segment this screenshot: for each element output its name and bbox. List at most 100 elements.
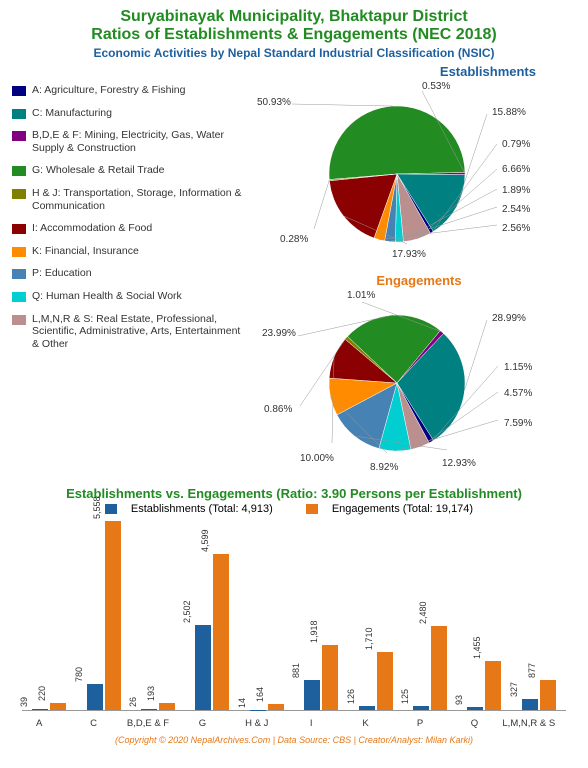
pie-est-title: Establishments bbox=[242, 64, 576, 79]
legend-label: L,M,N,R & S: Real Estate, Professional, … bbox=[32, 313, 242, 351]
bar-group: 327877 bbox=[512, 680, 566, 710]
legend-label: B,D,E & F: Mining, Electricity, Gas, Wat… bbox=[32, 129, 242, 154]
legend-swatch bbox=[12, 131, 26, 141]
pie-label: 0.79% bbox=[502, 139, 530, 150]
pie-label: 23.99% bbox=[262, 328, 296, 339]
pie-label: 8.92% bbox=[370, 462, 398, 473]
bar-value: 39 bbox=[19, 697, 29, 707]
legend-label: C: Manufacturing bbox=[32, 107, 112, 120]
title-line2: Ratios of Establishments & Engagements (… bbox=[12, 26, 576, 44]
legend-label: H & J: Transportation, Storage, Informat… bbox=[32, 187, 242, 212]
bar-group: 7805,558 bbox=[76, 521, 130, 710]
bar-group: 1252,480 bbox=[403, 626, 457, 710]
bar: 193 bbox=[159, 703, 175, 710]
pie-label: 1.15% bbox=[504, 362, 532, 373]
legend-item: I: Accommodation & Food bbox=[12, 222, 242, 235]
bar-value: 327 bbox=[509, 682, 519, 697]
pie-label: 2.54% bbox=[502, 204, 530, 215]
pie-label: 0.28% bbox=[280, 234, 308, 245]
bar-value: 5,558 bbox=[92, 497, 102, 520]
pie-eng: 23.99%1.01%28.99%1.15%4.57%7.59%12.93%8.… bbox=[242, 288, 576, 478]
bar-value: 93 bbox=[454, 695, 464, 705]
bar-value: 881 bbox=[291, 663, 301, 678]
legend-item: Q: Human Health & Social Work bbox=[12, 290, 242, 303]
bar-value: 1,455 bbox=[472, 636, 482, 659]
pie-slice bbox=[329, 106, 465, 180]
legend-label: G: Wholesale & Retail Trade bbox=[32, 164, 164, 177]
bar-xlabel: K bbox=[338, 718, 392, 729]
bar: 4,599 bbox=[213, 554, 229, 710]
legend-item: K: Financial, Insurance bbox=[12, 245, 242, 258]
legend-swatch bbox=[12, 292, 26, 302]
bar: 39 bbox=[32, 709, 48, 710]
bar-group: 39220 bbox=[22, 703, 76, 710]
legend-item: H & J: Transportation, Storage, Informat… bbox=[12, 187, 242, 212]
bar-series1-label: Establishments (Total: 4,913) bbox=[131, 503, 273, 515]
bar-group: 881 1,918 bbox=[294, 645, 348, 710]
pie-eng-title: Engagements bbox=[242, 273, 576, 288]
legend-swatch bbox=[12, 86, 26, 96]
legend-item: G: Wholesale & Retail Trade bbox=[12, 164, 242, 177]
bar-group: 931,455 bbox=[457, 661, 511, 710]
bar-value: 126 bbox=[346, 689, 356, 704]
bar-xlabel: Q bbox=[447, 718, 501, 729]
bar-value: 2,480 bbox=[418, 601, 428, 624]
legend-item: P: Education bbox=[12, 267, 242, 280]
bar: 1,710 bbox=[377, 652, 393, 710]
bar-series2-label: Engagements (Total: 19,174) bbox=[332, 503, 473, 515]
footer: (Copyright © 2020 NepalArchives.Com | Da… bbox=[12, 735, 576, 745]
pie-label: 0.53% bbox=[422, 81, 450, 92]
bar: 1,918 bbox=[322, 645, 338, 710]
bar: 877 bbox=[540, 680, 556, 710]
bar-xlabel: C bbox=[66, 718, 120, 729]
pie-label: 1.01% bbox=[347, 290, 375, 301]
bar: 327 bbox=[522, 699, 538, 710]
bar-group: 26193 bbox=[131, 703, 185, 710]
bar: 5,558 bbox=[105, 521, 121, 710]
pie-label: 10.00% bbox=[300, 453, 334, 464]
bar: 2,502 bbox=[195, 625, 211, 710]
bar: 26 bbox=[141, 709, 157, 710]
legend-label: Q: Human Health & Social Work bbox=[32, 290, 182, 303]
legend-label: A: Agriculture, Forestry & Fishing bbox=[32, 84, 185, 97]
bar-value: 1,710 bbox=[364, 627, 374, 650]
bar-value: 26 bbox=[128, 697, 138, 707]
bar-xlabel: G bbox=[175, 718, 229, 729]
pie-label: 7.59% bbox=[504, 418, 532, 429]
pie-est: 50.93%0.53%15.88%0.79%6.66%1.89%2.54%2.5… bbox=[242, 79, 576, 269]
bar: 780 bbox=[87, 684, 103, 710]
pie-label: 0.86% bbox=[264, 404, 292, 415]
legend-swatch bbox=[12, 109, 26, 119]
pie-label: 15.88% bbox=[492, 107, 526, 118]
bar: 164 bbox=[268, 704, 284, 710]
bar-value: 2,502 bbox=[182, 601, 192, 624]
subtitle: Economic Activities by Nepal Standard In… bbox=[12, 46, 576, 60]
bar: 126 bbox=[359, 706, 375, 710]
pie-label: 4.57% bbox=[504, 388, 532, 399]
legend-item: C: Manufacturing bbox=[12, 107, 242, 120]
bar: 93 bbox=[467, 707, 483, 710]
legend-item: B,D,E & F: Mining, Electricity, Gas, Wat… bbox=[12, 129, 242, 154]
pie-label: 28.99% bbox=[492, 313, 526, 324]
pie-label: 6.66% bbox=[502, 164, 530, 175]
legend-swatch bbox=[12, 166, 26, 176]
bar-value: 220 bbox=[37, 686, 47, 701]
bar: 1,455 bbox=[485, 661, 501, 710]
pie-label: 1.89% bbox=[502, 185, 530, 196]
bar-xlabel: A bbox=[12, 718, 66, 729]
bar-value: 4,599 bbox=[200, 529, 210, 552]
bar-group: 1261,710 bbox=[348, 652, 402, 710]
bar-value: 193 bbox=[146, 686, 156, 701]
pie-label: 50.93% bbox=[257, 97, 291, 108]
bar-value: 125 bbox=[400, 689, 410, 704]
bar-xlabel: P bbox=[393, 718, 447, 729]
bar-value: 1,918 bbox=[309, 620, 319, 643]
bar-xlabel: L,M,N,R & S bbox=[502, 718, 556, 729]
legend-item: L,M,N,R & S: Real Estate, Professional, … bbox=[12, 313, 242, 351]
bar-xlabel: I bbox=[284, 718, 338, 729]
legend-swatch bbox=[12, 269, 26, 279]
bar-value: 877 bbox=[527, 663, 537, 678]
bar-value: 780 bbox=[74, 667, 84, 682]
legend-swatch bbox=[12, 189, 26, 199]
bar: 220 bbox=[50, 703, 66, 710]
